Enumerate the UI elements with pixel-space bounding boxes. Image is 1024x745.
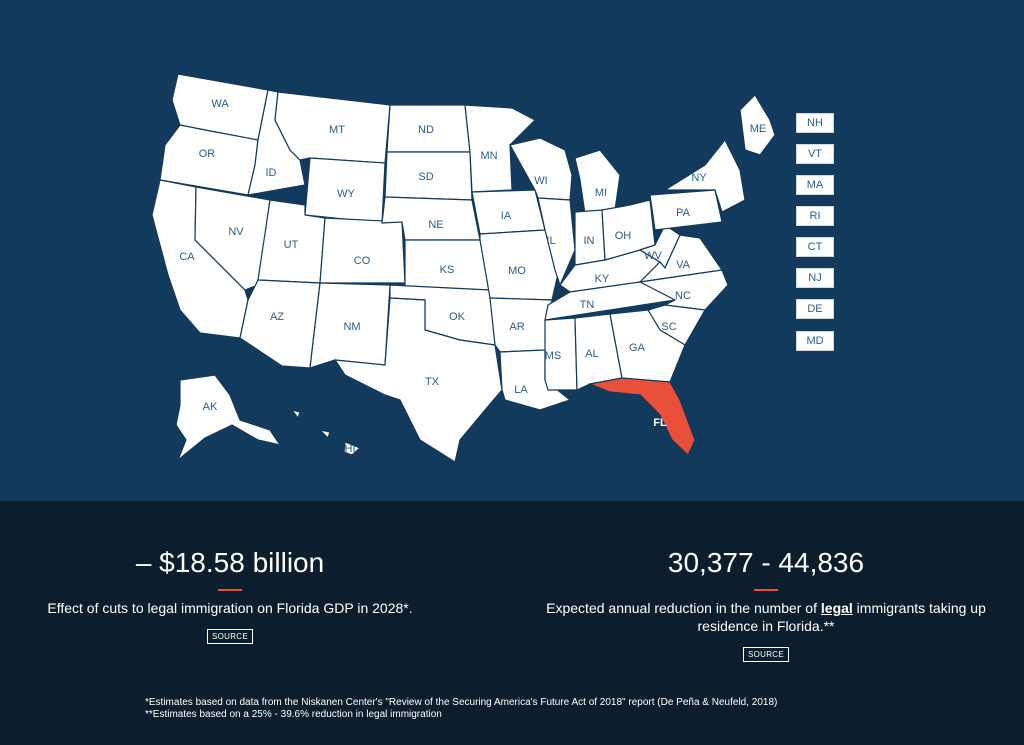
state-sd[interactable] — [384, 151, 473, 201]
state-fl[interactable] — [587, 377, 696, 457]
state-button-nh[interactable]: NH — [796, 113, 834, 133]
immigrants-stat: 30,377 - 44,836 Expected annual reductio… — [520, 547, 1012, 662]
gdp-source-button[interactable]: SOURCE — [206, 629, 254, 644]
gdp-value: – $18.58 billion — [135, 547, 325, 578]
gdp-stat: – $18.58 billion Effect of cuts to legal… — [0, 547, 460, 644]
state-button-de[interactable]: DE — [796, 299, 834, 319]
desc-text: Expected annual reduction in the number … — [546, 600, 821, 616]
state-co[interactable] — [319, 217, 406, 284]
state-hi[interactable] — [290, 409, 362, 456]
state-mi[interactable] — [574, 149, 621, 215]
legal-emphasis: legal — [820, 600, 853, 616]
state-wi[interactable] — [509, 137, 573, 201]
state-ks[interactable] — [404, 239, 491, 291]
state-pa[interactable] — [649, 189, 723, 231]
stat-divider — [754, 589, 778, 591]
state-ny[interactable] — [662, 138, 746, 213]
state-ar[interactable] — [489, 297, 553, 353]
state-wy[interactable] — [304, 157, 386, 224]
state-me[interactable] — [739, 94, 776, 156]
state-button-vt[interactable]: VT — [796, 144, 834, 164]
state-button-ma[interactable]: MA — [796, 175, 834, 195]
map-section: WA OR CA ID NV MT WY UT AZ CO NM ND SD NE KS OK TX MN IA MO… — [0, 0, 1024, 501]
immigrants-value: 30,377 - 44,836 — [667, 547, 865, 578]
immigrants-description: Expected annual reduction in the number … — [520, 599, 1012, 635]
footnote-1: *Estimates based on data from the Niskan… — [145, 697, 778, 708]
state-button-ri[interactable]: RI — [796, 206, 834, 226]
state-az[interactable] — [239, 279, 321, 369]
state-ak[interactable] — [175, 374, 282, 462]
desc-text: immigrants taking up residence in Florid… — [697, 600, 986, 634]
state-mt[interactable] — [274, 91, 391, 164]
gdp-description: Effect of cuts to legal immigration on F… — [47, 600, 413, 616]
state-nm[interactable] — [309, 282, 391, 369]
state-button-ct[interactable]: CT — [796, 237, 834, 257]
us-map: WAORCAIDNVMTWYUTAZCONMNDSDNEKSOKTXMNIAMO… — [151, 73, 776, 463]
state-button-md[interactable]: MD — [796, 331, 834, 351]
state-nd[interactable] — [386, 104, 471, 153]
state-button-nj[interactable]: NJ — [796, 268, 834, 288]
state-mn[interactable] — [464, 104, 537, 193]
state-ia[interactable] — [471, 189, 546, 235]
state-tx[interactable] — [333, 297, 503, 463]
state-nv[interactable] — [194, 186, 271, 291]
state-ms[interactable] — [544, 317, 578, 391]
stats-section: – $18.58 billion Effect of cuts to legal… — [0, 501, 1024, 745]
state-in[interactable] — [574, 209, 606, 266]
stat-divider — [218, 589, 242, 591]
footnotes: *Estimates based on data from the Niskan… — [145, 697, 777, 721]
immigrants-source-button[interactable]: SOURCE — [742, 647, 790, 662]
footnote-2: **Estimates based on a 25% - 39.6% reduc… — [145, 709, 442, 720]
